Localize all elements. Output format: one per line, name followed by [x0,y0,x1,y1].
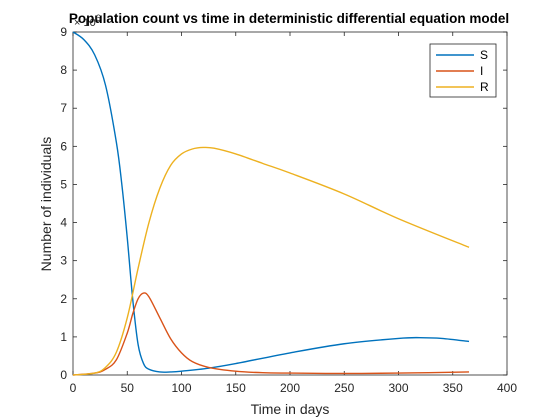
series-line-r [72,146,470,376]
series-line-s [72,31,470,373]
chart-title: Population count vs time in deterministi… [69,11,509,26]
series-lines [72,31,470,376]
x-tick-label: 400 [497,381,517,395]
series-line-i [72,292,470,376]
y-multiplier-exponent: 6 [96,13,101,23]
y-tick-label: 2 [60,292,67,306]
y-multiplier-base: × 10 [74,17,96,29]
legend-label-r: R [480,80,489,94]
x-tick-label: 0 [70,381,77,395]
legend: SIR [429,43,497,98]
y-tick-label: 0 [60,368,67,382]
y-tick-label: 1 [60,330,67,344]
legend-label-i: I [480,64,483,78]
y-tick-label: 9 [60,25,67,39]
y-tick-label: 3 [60,254,67,268]
x-tick-label: 150 [226,381,246,395]
x-axis-ticks: 0 50 100 150 200 250 300 350 400 [70,32,517,395]
y-axis-label: Number of individuals [38,137,54,272]
x-tick-label: 250 [334,381,354,395]
x-tick-label: 100 [171,381,191,395]
y-tick-label: 5 [60,177,67,191]
y-tick-label: 8 [60,63,67,77]
x-tick-label: 50 [121,381,135,395]
x-tick-label: 300 [388,381,408,395]
y-tick-label: 4 [60,216,67,230]
x-tick-label: 350 [443,381,463,395]
y-tick-label: 6 [60,139,67,153]
x-axis-label: Time in days [251,401,330,417]
legend-label-s: S [480,48,488,62]
x-tick-label: 200 [280,381,300,395]
y-tick-label: 7 [60,101,67,115]
y-multiplier-label: × 106 [74,13,101,29]
